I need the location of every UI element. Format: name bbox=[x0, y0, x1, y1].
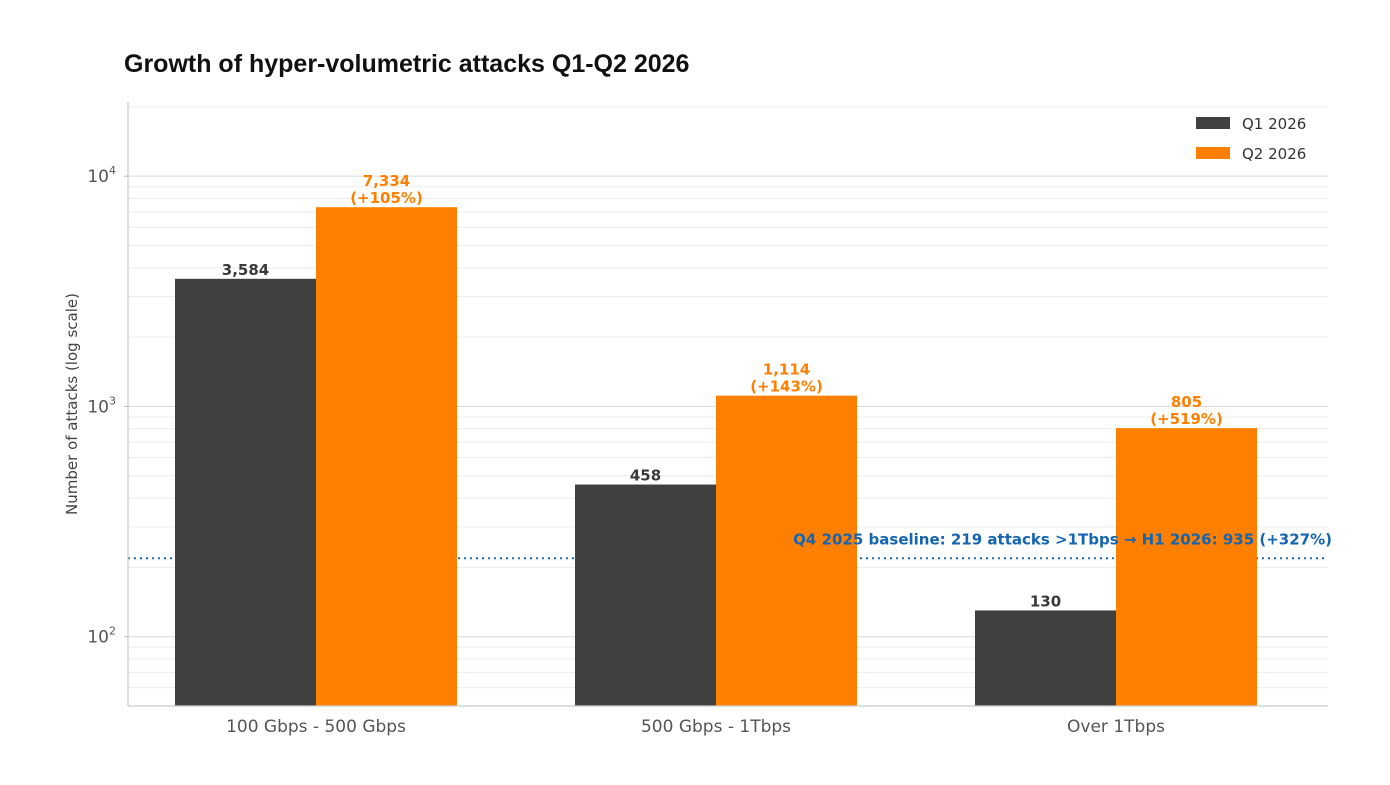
bar-value-label: (+519%) bbox=[1150, 410, 1223, 428]
y-tick-label: 103 bbox=[87, 394, 116, 417]
bar-value-label: 7,334 bbox=[363, 172, 410, 190]
bar-q1 bbox=[975, 610, 1116, 706]
bar-value-label: 1,114 bbox=[763, 361, 810, 379]
y-tick-labels: 102 103 104 bbox=[87, 164, 128, 648]
bar-q2 bbox=[1116, 428, 1257, 706]
bar-value-label: 805 bbox=[1171, 393, 1202, 411]
y-axis-label: Number of attacks (log scale) bbox=[63, 293, 81, 515]
x-tick-label: Over 1Tbps bbox=[1067, 717, 1165, 737]
y-tick-label: 102 bbox=[87, 625, 116, 648]
bar-q1 bbox=[575, 484, 716, 706]
bar-value-label: (+143%) bbox=[750, 378, 823, 396]
x-tick-label: 500 Gbps - 1Tbps bbox=[641, 717, 791, 737]
bar-q2 bbox=[316, 207, 457, 707]
bar-q1 bbox=[175, 278, 316, 706]
bar-value-label: 458 bbox=[630, 467, 661, 485]
bar-value-label: 130 bbox=[1030, 592, 1061, 610]
legend-swatch bbox=[1196, 147, 1230, 159]
bar-q2 bbox=[716, 395, 857, 706]
x-tick-label: 100 Gbps - 500 Gbps bbox=[226, 717, 406, 737]
bar-value-label: (+105%) bbox=[350, 189, 423, 207]
baseline-annotation: Q4 2025 baseline: 219 attacks >1Tbps → H… bbox=[793, 530, 1332, 548]
legend-label: Q1 2026 bbox=[1242, 115, 1306, 133]
y-tick-label: 104 bbox=[87, 164, 116, 187]
legend-label: Q2 2026 bbox=[1242, 145, 1306, 163]
bar-value-label: 3,584 bbox=[222, 261, 269, 279]
bars bbox=[175, 207, 1257, 707]
chart-title: Growth of hyper-volumetric attacks Q1-Q2… bbox=[124, 50, 690, 78]
axes bbox=[127, 102, 1328, 707]
legend: Q1 2026 Q2 2026 bbox=[1196, 115, 1306, 163]
x-tick-labels: 100 Gbps - 500 Gbps 500 Gbps - 1Tbps Over … bbox=[226, 717, 1165, 737]
data-labels: 3,584 7,334(+105%) 458 1,114(+143%) 130 805(+… bbox=[222, 172, 1223, 610]
legend-swatch bbox=[1196, 117, 1230, 129]
